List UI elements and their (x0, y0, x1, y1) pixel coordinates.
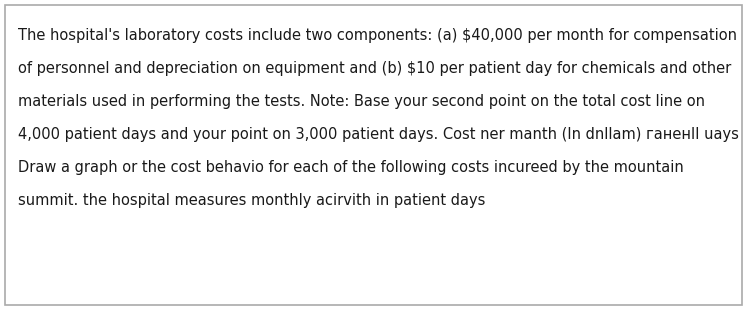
Text: of personnel and depreciation on equipment and (b) $10 per patient day for chemi: of personnel and depreciation on equipme… (18, 61, 731, 76)
Text: 4,000 patient days and your point on 3,000 patient days. Cost ner manth (In dnll: 4,000 patient days and your point on 3,0… (18, 127, 739, 142)
Text: summit. the hospital measures monthly acirvith in patient days: summit. the hospital measures monthly ac… (18, 193, 486, 208)
Text: The hospital's laboratory costs include two components: (a) $40,000 per month fo: The hospital's laboratory costs include … (18, 28, 737, 43)
Text: materials used in performing the tests. Note: Base your second point on the tota: materials used in performing the tests. … (18, 94, 705, 109)
Text: Draw a graph or the cost behavio for each of the following costs incureed by the: Draw a graph or the cost behavio for eac… (18, 160, 684, 175)
